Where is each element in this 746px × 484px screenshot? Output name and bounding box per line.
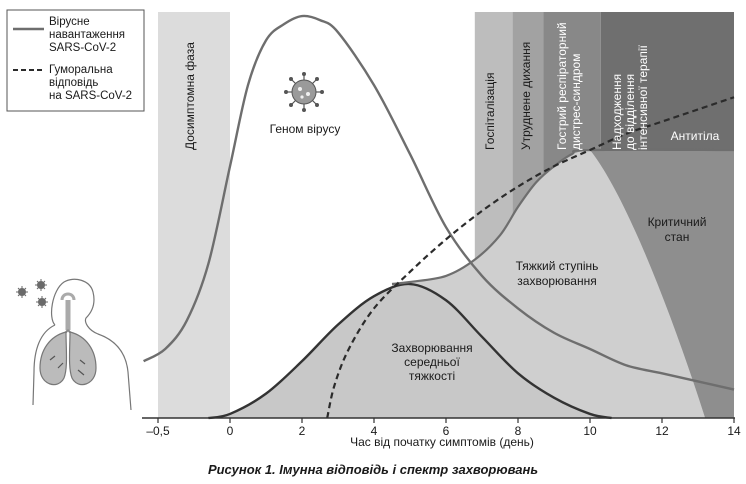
- x-tick-label-3: 4: [371, 424, 378, 438]
- legend-label-humoral: Гуморальна відповідь на SARS-CoV-2: [49, 64, 132, 102]
- legend: Вірусне навантаження SARS-CoV-2 Гуморальна…: [6, 9, 145, 112]
- series-line-0: [143, 14, 735, 391]
- severe-boundary-line: [391, 148, 735, 286]
- legend-label-viral: Вірусне навантаження SARS-CoV-2: [49, 16, 125, 54]
- band-label-breathing: Утруднене дихання: [519, 42, 533, 150]
- x-axis: –0,5 0 2 4 6 8 10 12 14: [142, 417, 741, 438]
- virus-cluster-icon: [16, 279, 48, 308]
- x-tick-label-7: 12: [655, 424, 669, 438]
- region-label-moderate: Захворювання середньої тяжкості: [391, 341, 472, 383]
- legend-box: [6, 9, 145, 112]
- x-tick-label-6: 10: [583, 424, 597, 438]
- figure-caption: Рисунок 1. Імунна відповідь і спектр зах…: [207, 462, 539, 477]
- annotation-virus-genome: Геном вірусу: [270, 122, 341, 136]
- x-tick-label-1: 0: [227, 424, 234, 438]
- region-label-severe: Тяжкий ступінь захворювання: [516, 259, 599, 288]
- x-tick-label-5: 8: [515, 424, 522, 438]
- band-label-icu: Надходження до відділення інтенсивної те…: [610, 44, 650, 150]
- series-line-1: [326, 96, 735, 419]
- region-labels: Геном вірусу Антитіла Критичний стан Тяжк…: [270, 122, 720, 383]
- annotation-antibodies: Антитіла: [671, 129, 720, 143]
- region-moderate: [208, 283, 612, 418]
- lungs-figure-icon: [32, 278, 132, 411]
- moderate-boundary-line: [208, 282, 612, 420]
- region-label-critical: Критичний стан: [648, 215, 707, 244]
- x-tick-label-2: 2: [299, 424, 306, 438]
- region-critical: [590, 150, 734, 419]
- x-axis-label: Час від початку симптомів (день): [350, 435, 534, 449]
- x-tick-label-4: 6: [443, 424, 450, 438]
- x-tick-label-0: –0,5: [146, 424, 170, 438]
- band-label-ards: Гострий респіраторний дистрес-синдром: [555, 19, 583, 150]
- disease-regions: [208, 148, 735, 420]
- x-tick-label-8: 14: [727, 424, 741, 438]
- phase-band-0: [158, 12, 230, 418]
- series-lines: [143, 14, 735, 419]
- virus-icon: [284, 72, 324, 112]
- band-label-hospitalization: Госпіталізація: [483, 73, 497, 150]
- phase-band-labels: Досимптомна фаза Госпіталізація Утруднен…: [183, 19, 650, 150]
- band-label-presymptomatic: Досимптомна фаза: [183, 42, 197, 150]
